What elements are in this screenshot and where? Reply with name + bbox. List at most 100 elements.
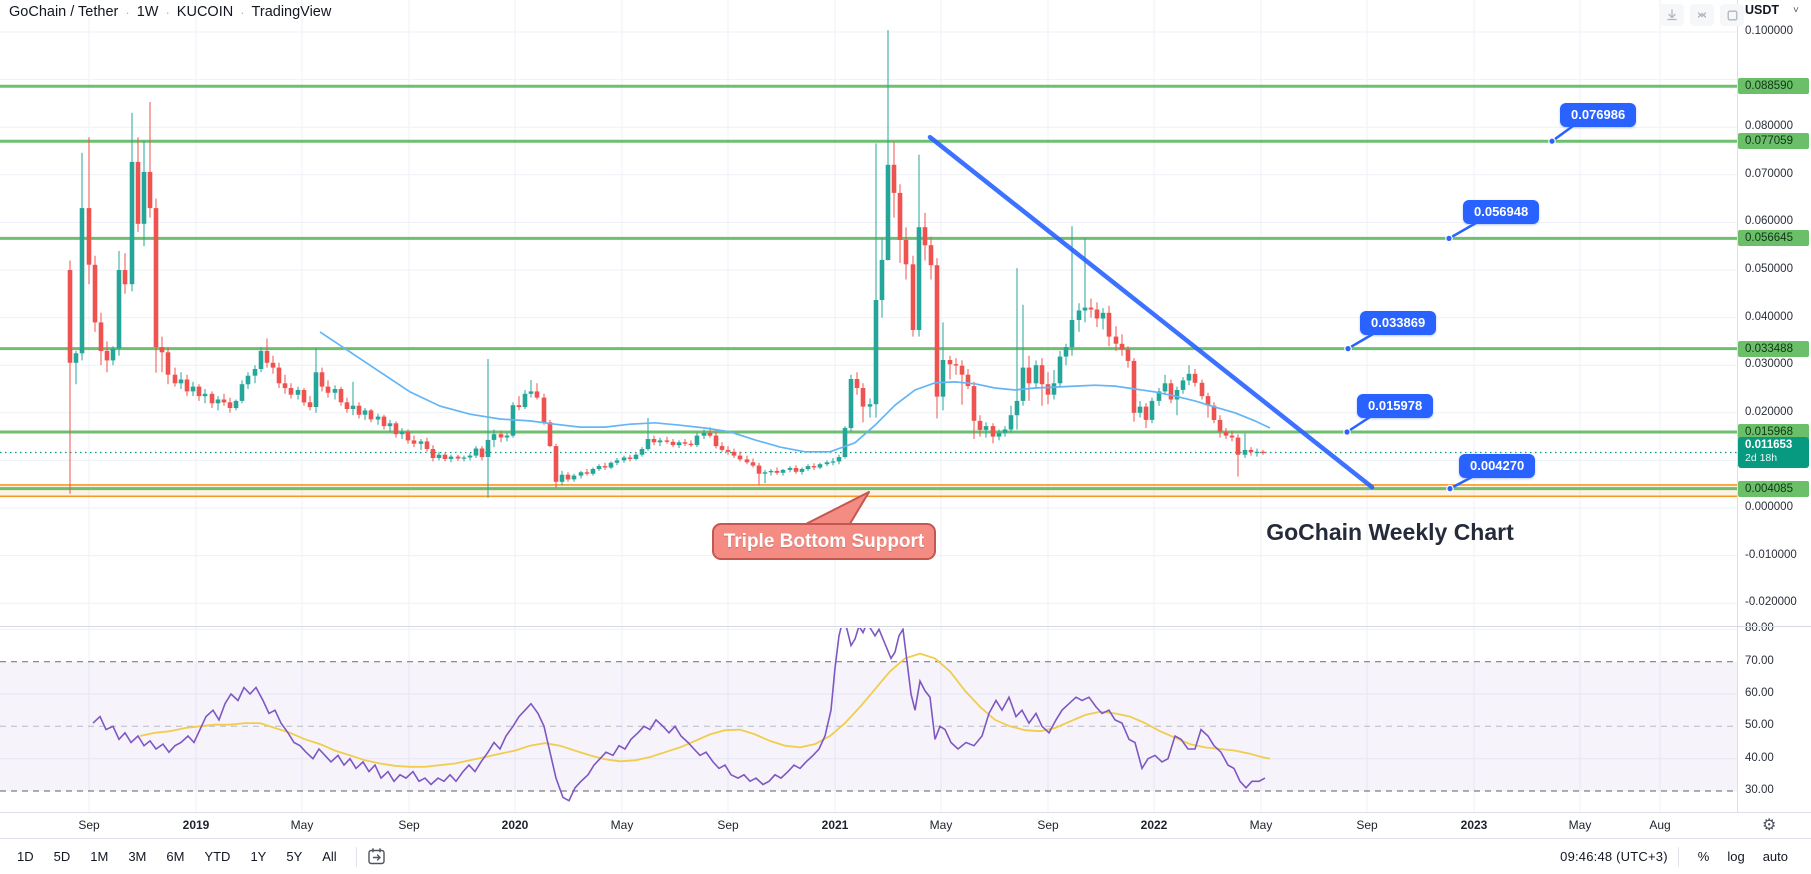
price-callout[interactable]: 0.033869 bbox=[1360, 311, 1437, 335]
chart-canvas bbox=[0, 0, 1737, 812]
calendar-icon bbox=[368, 848, 385, 865]
candles-series bbox=[67, 30, 1266, 498]
support-zone bbox=[0, 484, 1737, 498]
annotation-text: Triple Bottom Support bbox=[723, 530, 925, 552]
gear-icon[interactable]: ⚙ bbox=[1762, 817, 1777, 834]
price-tick: -0.020000 bbox=[1745, 596, 1797, 609]
time-label: May bbox=[290, 818, 314, 832]
toolbar-divider bbox=[355, 846, 357, 867]
range-button-1m[interactable]: 1M bbox=[90, 849, 109, 864]
chart-header-buttons bbox=[1660, 4, 1744, 26]
rsi-tick: 40.00 bbox=[1745, 751, 1774, 764]
time-label: Sep bbox=[398, 818, 420, 832]
bar-countdown: 2d 18h bbox=[1745, 452, 1778, 465]
go-to-date-button[interactable] bbox=[367, 847, 386, 866]
price-axis[interactable]: USDT ˅ 0.100000 0.080000 0.070000 0.060000 0… bbox=[1737, 0, 1811, 838]
clock-label: 09:46:48 (UTC+3) bbox=[1560, 849, 1668, 864]
price-tick: -0.010000 bbox=[1745, 548, 1797, 561]
range-button-all[interactable]: All bbox=[322, 849, 337, 864]
price-tick: 0.060000 bbox=[1745, 215, 1793, 228]
time-label: Sep bbox=[717, 818, 739, 832]
time-axis[interactable]: ⚙ Sep 2019 May Sep 2020 May Sep 2021 May Sep 2022 M… bbox=[0, 813, 1811, 838]
toolbar-divider bbox=[1677, 846, 1679, 867]
rsi-tick: 60.00 bbox=[1745, 687, 1774, 699]
time-label: May bbox=[610, 818, 634, 832]
currency-label: USDT bbox=[1745, 3, 1780, 17]
current-price-value: 0.011653 bbox=[1745, 439, 1793, 452]
symbol-legend[interactable]: GoChain / Tether · 1W · KUCOIN · Trading… bbox=[9, 4, 331, 20]
time-label: 2022 bbox=[1140, 818, 1168, 832]
price-callout[interactable]: 0.004270 bbox=[1459, 454, 1536, 478]
price-level-label: 0.077059 bbox=[1738, 133, 1809, 150]
chart-area[interactable]: GoChain / Tether · 1W · KUCOIN · Trading… bbox=[0, 0, 1744, 812]
range-button-6m[interactable]: 6M bbox=[166, 849, 185, 864]
time-label: Sep bbox=[1037, 818, 1059, 832]
range-button-1d[interactable]: 1D bbox=[17, 849, 34, 864]
rsi-tick: 50.00 bbox=[1745, 719, 1774, 732]
triple-bottom-support-annotation[interactable]: Triple Bottom Support bbox=[712, 523, 936, 560]
currency-selector[interactable]: USDT ˅ bbox=[1745, 3, 1809, 17]
time-label: May bbox=[1249, 818, 1273, 832]
price-tick: 0.070000 bbox=[1745, 167, 1793, 180]
rsi-line bbox=[92, 628, 1266, 802]
close-icon[interactable] bbox=[1690, 4, 1714, 26]
green-support-resistance-lines bbox=[0, 84, 1737, 491]
rsi-tick: 30.00 bbox=[1745, 784, 1774, 796]
auto-scale-button[interactable]: auto bbox=[1762, 849, 1788, 864]
horizontal-gridlines bbox=[0, 31, 1737, 760]
download-icon[interactable] bbox=[1660, 4, 1684, 26]
time-label: 2019 bbox=[182, 818, 210, 832]
rsi-tick: 80.00 bbox=[1745, 622, 1774, 635]
rsi-ma-line bbox=[139, 652, 1271, 768]
range-button-5y[interactable]: 5Y bbox=[286, 849, 303, 864]
price-tick: 0.030000 bbox=[1745, 358, 1793, 371]
time-label: 2023 bbox=[1460, 818, 1488, 832]
pane-divider[interactable] bbox=[0, 626, 1811, 627]
legend-separator: · bbox=[240, 4, 245, 20]
time-label: May bbox=[1568, 818, 1592, 832]
time-label: 2020 bbox=[501, 818, 529, 832]
price-level-label: 0.015968 bbox=[1738, 423, 1809, 440]
price-tick: 0.100000 bbox=[1745, 25, 1793, 37]
time-label: Sep bbox=[78, 818, 100, 832]
toolbar-separator bbox=[0, 838, 1811, 839]
date-range-buttons: 1D 5D 1M 3M 6M YTD 1Y 5Y All bbox=[0, 845, 346, 868]
price-level-label: 0.004085 bbox=[1738, 480, 1809, 497]
range-button-ytd[interactable]: YTD bbox=[204, 849, 231, 864]
range-button-1y[interactable]: 1Y bbox=[250, 849, 267, 864]
legend-separator: · bbox=[125, 4, 130, 20]
interval-label[interactable]: 1W bbox=[136, 4, 159, 20]
price-tick: 0.020000 bbox=[1745, 405, 1793, 418]
toolbar-right: 09:46:48 (UTC+3) % log auto bbox=[1560, 845, 1811, 868]
bottom-toolbar: 1D 5D 1M 3M 6M YTD 1Y 5Y All 09:46:48 (UTC+3) % … bbox=[0, 839, 1811, 874]
maximize-icon[interactable] bbox=[1720, 4, 1744, 26]
weekly-chart-note: GoChain Weekly Chart bbox=[1266, 519, 1514, 545]
axis-separator bbox=[1737, 0, 1738, 838]
ma-line bbox=[319, 331, 1271, 453]
price-tick: 0.000000 bbox=[1745, 501, 1793, 513]
price-level-label: 0.033488 bbox=[1738, 340, 1809, 357]
time-label: 2021 bbox=[821, 818, 849, 832]
legend-separator: · bbox=[165, 4, 170, 20]
percent-scale-button[interactable]: % bbox=[1697, 849, 1710, 864]
range-button-3m[interactable]: 3M bbox=[128, 849, 147, 864]
price-callout[interactable]: 0.056948 bbox=[1463, 200, 1540, 224]
symbol-name[interactable]: GoChain / Tether bbox=[9, 4, 119, 20]
time-axis-separator bbox=[0, 812, 1811, 813]
brand-label[interactable]: TradingView bbox=[251, 4, 332, 20]
price-callout[interactable]: 0.076986 bbox=[1560, 103, 1637, 127]
price-tick: 0.080000 bbox=[1745, 120, 1793, 133]
range-button-5d[interactable]: 5D bbox=[53, 849, 71, 864]
time-label: May bbox=[929, 818, 953, 832]
price-level-label: 0.056645 bbox=[1738, 230, 1809, 247]
time-label: Sep bbox=[1356, 818, 1378, 832]
price-tick: 0.040000 bbox=[1745, 310, 1793, 323]
exchange-label: KUCOIN bbox=[176, 4, 234, 20]
price-tick: 0.050000 bbox=[1745, 263, 1793, 275]
price-callout[interactable]: 0.015978 bbox=[1357, 394, 1434, 418]
price-level-label: 0.088590 bbox=[1738, 78, 1809, 95]
time-label: Aug bbox=[1649, 818, 1671, 832]
log-scale-button[interactable]: log bbox=[1727, 849, 1745, 864]
chevron-down-icon: ˅ bbox=[1793, 4, 1799, 16]
